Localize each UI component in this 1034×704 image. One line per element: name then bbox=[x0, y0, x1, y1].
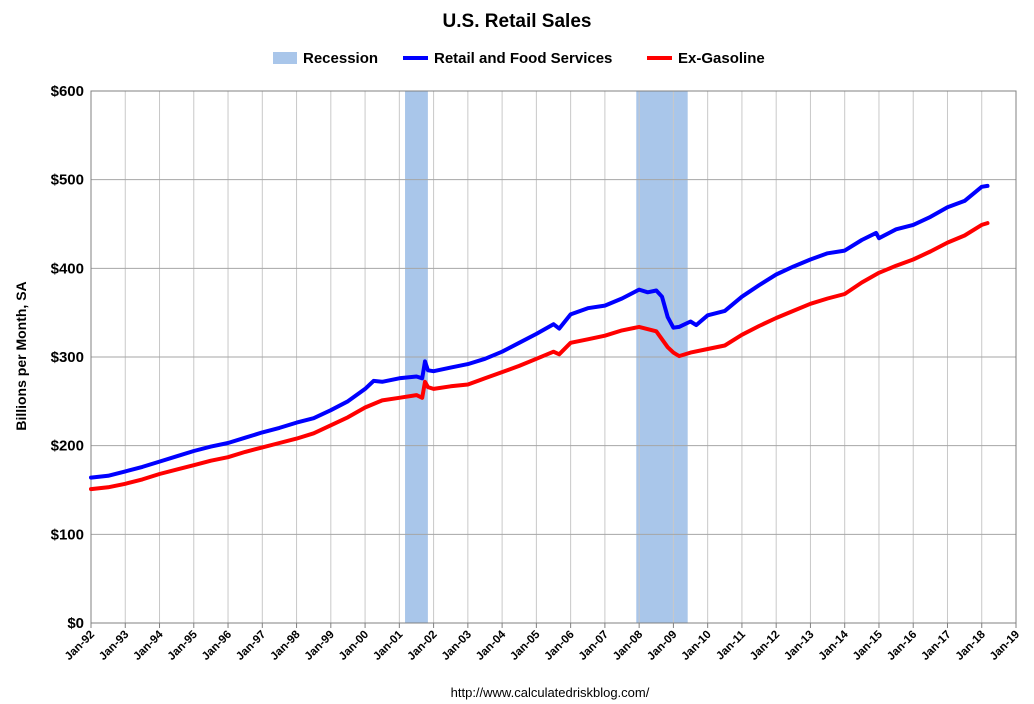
x-tick-label: Jan-18 bbox=[954, 628, 989, 663]
x-tick-label: Jan-13 bbox=[782, 629, 816, 663]
x-tick-label: Jan-05 bbox=[508, 628, 543, 663]
x-tick-label: Jan-11 bbox=[714, 628, 748, 662]
y-tick-label: $100 bbox=[51, 526, 84, 543]
x-tick-label: Jan-94 bbox=[131, 628, 166, 663]
x-tick-label: Jan-06 bbox=[543, 629, 577, 663]
x-tick-label: Jan-99 bbox=[303, 629, 337, 663]
x-tick-label: Jan-10 bbox=[680, 629, 714, 663]
x-tick-label: Jan-09 bbox=[645, 629, 679, 663]
legend-label-recession: Recession bbox=[303, 50, 378, 67]
x-tick-label: Jan-98 bbox=[268, 628, 303, 663]
x-tick-label: Jan-07 bbox=[577, 629, 611, 663]
y-axis-label: Billions per Month, SA bbox=[13, 281, 29, 430]
x-tick-label: Jan-00 bbox=[337, 629, 371, 663]
y-tick-label: $600 bbox=[51, 83, 84, 100]
x-tick-label: Jan-95 bbox=[166, 628, 201, 663]
y-tick-label: $500 bbox=[51, 172, 84, 189]
y-tick-label: $300 bbox=[51, 349, 84, 366]
legend-swatch-recession bbox=[273, 52, 297, 64]
x-tick-label: Jan-03 bbox=[440, 629, 474, 663]
x-tick-label: Jan-19 bbox=[988, 629, 1022, 663]
series-line-ex-gasoline bbox=[89, 221, 990, 492]
y-tick-label: $400 bbox=[51, 260, 84, 277]
legend: Recession Retail and Food Services Ex-Ga… bbox=[273, 50, 765, 67]
series-line-retail-and-food-services bbox=[89, 183, 990, 480]
y-tick-label: $200 bbox=[51, 438, 84, 455]
x-tick-label: Jan-92 bbox=[63, 629, 97, 663]
x-tick-label: Jan-14 bbox=[817, 628, 852, 663]
legend-label-ex-gasoline: Ex-Gasoline bbox=[678, 50, 765, 67]
plot-border bbox=[90, 90, 1017, 624]
y-tick-label: $0 bbox=[67, 615, 84, 632]
x-tick-label: Jan-96 bbox=[200, 629, 234, 663]
x-tick-label: Jan-17 bbox=[919, 629, 953, 663]
x-tick-label: Jan-16 bbox=[885, 629, 919, 663]
legend-label-retail: Retail and Food Services bbox=[434, 50, 612, 67]
x-tick-label: Jan-93 bbox=[97, 629, 131, 663]
x-tick-label: Jan-04 bbox=[474, 628, 509, 663]
x-tick-label: Jan-12 bbox=[748, 629, 782, 663]
x-tick-label: Jan-01 bbox=[371, 628, 406, 663]
source-text: http://www.calculatedriskblog.com/ bbox=[451, 685, 650, 700]
x-tick-label: Jan-02 bbox=[405, 629, 439, 663]
x-tick-label: Jan-08 bbox=[611, 628, 646, 663]
x-tick-label: Jan-97 bbox=[234, 629, 268, 663]
x-tick-label: Jan-15 bbox=[851, 628, 886, 663]
chart-title: U.S. Retail Sales bbox=[443, 11, 592, 32]
